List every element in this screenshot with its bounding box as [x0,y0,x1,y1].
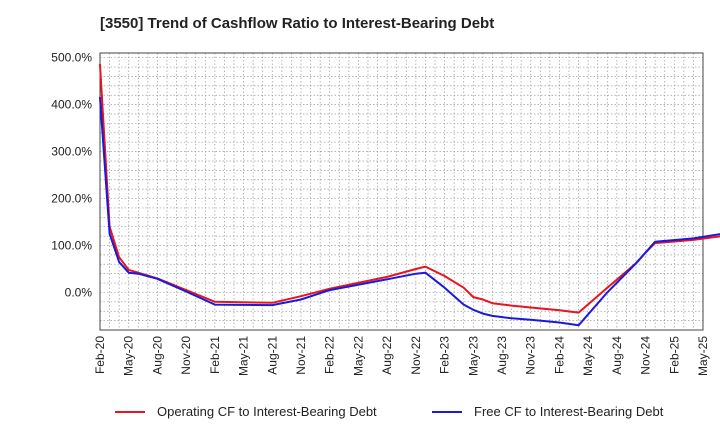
legend-swatch-operating-cf [115,410,145,413]
x-tick-label: Feb-21 [208,336,222,374]
series-line-free-cf [99,96,720,327]
x-tick-label: Aug-23 [495,336,509,375]
x-tick-label: Aug-22 [380,336,394,375]
plot-frame [99,52,704,331]
x-tick-label: Nov-21 [294,336,308,375]
x-tick-label: May-25 [696,336,710,376]
x-tick-label: May-22 [351,336,365,376]
x-tick-label: Aug-20 [150,336,164,375]
x-tick-label: Nov-20 [179,336,193,375]
x-tick-label: Feb-20 [93,336,107,374]
legend-item-operating-cf: Operating CF to Interest-Bearing Debt [115,404,377,419]
x-axis: Feb-20 May-20 Aug-20 Nov-20 Feb-21 May-21 Aug-… [93,336,710,376]
x-tick-label: Aug-21 [265,336,279,375]
x-tick-label: Feb-25 [667,336,681,374]
x-tick-label: Feb-23 [438,336,452,374]
x-tick-label: Aug-24 [610,336,624,375]
x-tick-label: May-24 [581,336,595,376]
legend-label-operating-cf: Operating CF to Interest-Bearing Debt [157,404,377,419]
legend: Operating CF to Interest-Bearing Debt Fr… [0,404,720,424]
x-tick-label: May-20 [122,336,136,376]
y-axis: 500.0% 400.0% 300.0% 200.0% 100.0% 0.0% [51,51,92,300]
y-tick-label: 100.0% [51,238,92,252]
series-lines [99,63,720,327]
x-tick-label: May-23 [466,336,480,376]
y-tick-label: 500.0% [51,51,92,65]
y-tick-label: 400.0% [51,98,92,112]
legend-label-free-cf: Free CF to Interest-Bearing Debt [474,404,664,419]
x-tick-label: Feb-22 [323,336,337,374]
legend-item-free-cf: Free CF to Interest-Bearing Debt [432,404,663,419]
legend-swatch-free-cf [432,410,462,413]
x-tick-label: Nov-24 [639,336,653,375]
y-tick-label: 0.0% [65,285,93,299]
x-tick-label: Feb-24 [552,336,566,374]
y-tick-label: 300.0% [51,145,92,159]
x-tick-label: Nov-23 [524,336,538,375]
x-tick-label: May-21 [237,336,251,376]
chart-title: [3550] Trend of Cashflow Ratio to Intere… [100,15,495,32]
x-tick-label: Nov-22 [409,336,423,375]
y-tick-label: 200.0% [51,192,92,206]
